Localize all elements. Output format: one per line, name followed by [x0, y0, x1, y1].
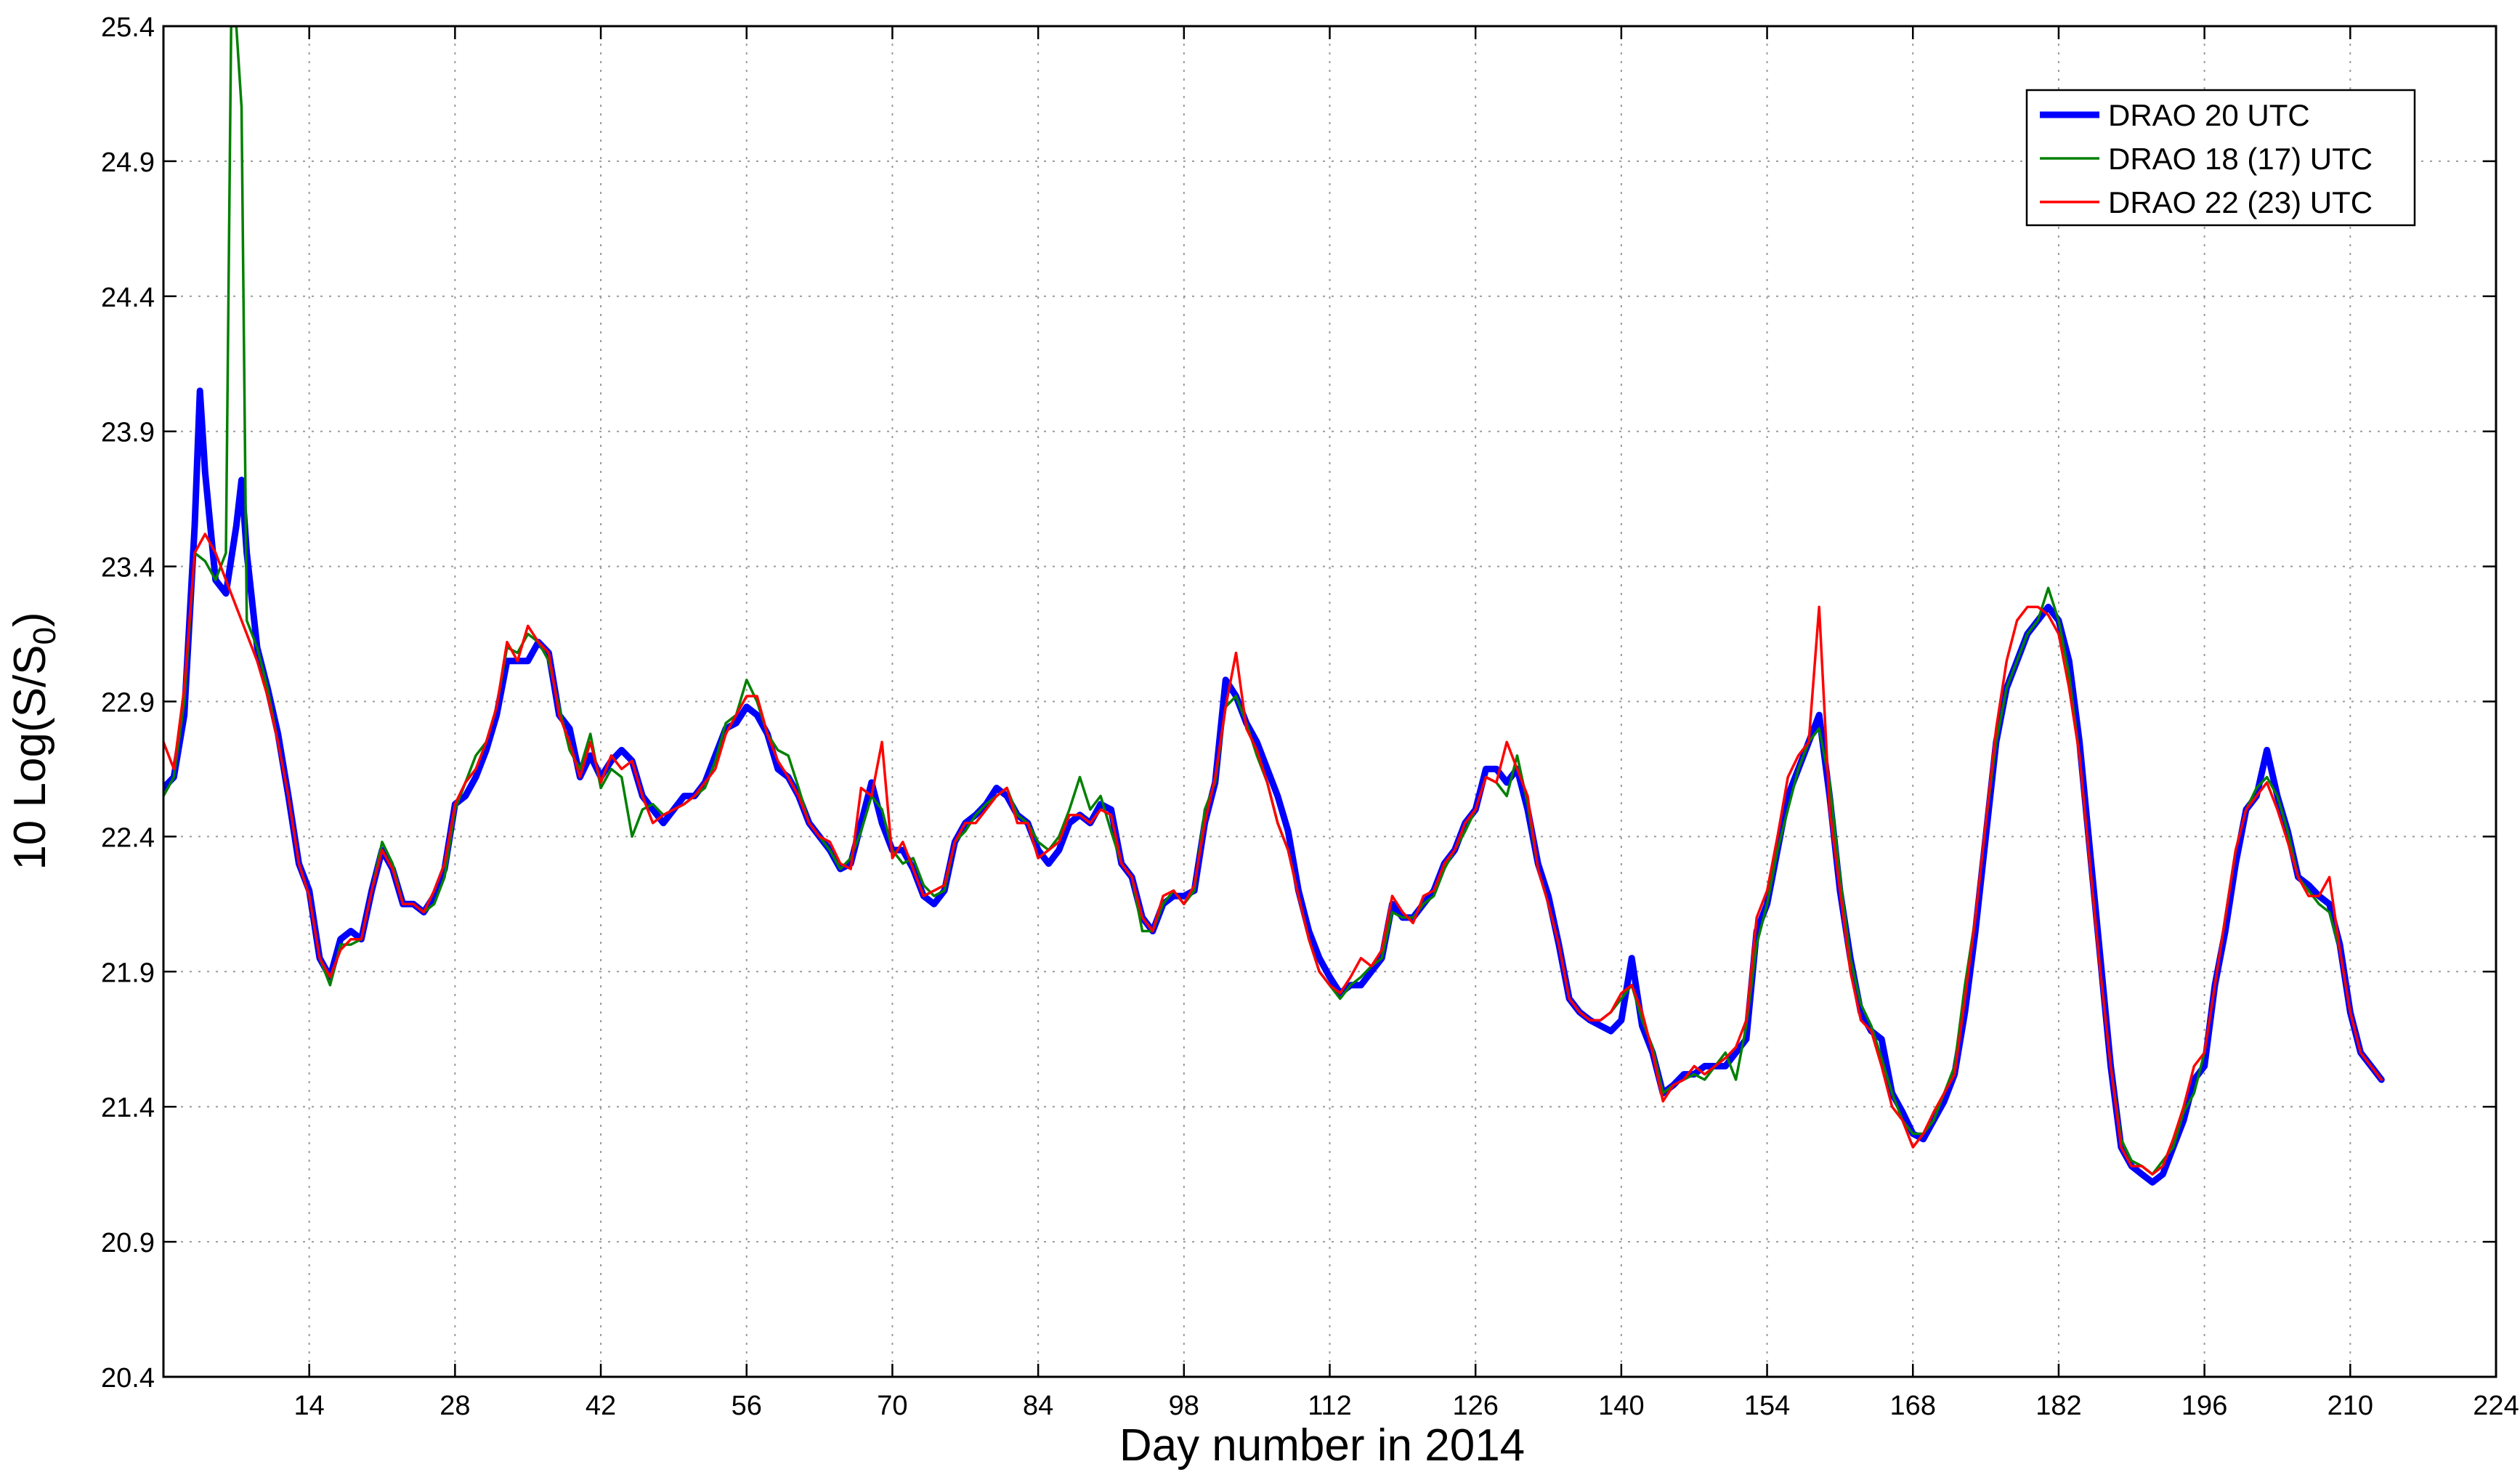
legend-label-drao-20-utc: DRAO 20 UTC — [2108, 98, 2310, 132]
y-tick-label: 22.9 — [101, 688, 155, 719]
x-tick-label: 126 — [1452, 1391, 1498, 1421]
series-group — [163, 26, 2385, 1186]
x-tick-label: 168 — [1890, 1391, 1936, 1421]
y-tick-label: 23.9 — [101, 418, 155, 448]
y-tick-label: 20.9 — [101, 1228, 155, 1258]
y-tick-label: 21.9 — [101, 958, 155, 988]
y-tick-label: 22.4 — [101, 822, 155, 853]
grid — [163, 26, 2496, 1377]
x-tick-label: 140 — [1598, 1391, 1644, 1421]
legend: DRAO 20 UTC DRAO 18 (17) UTC DRAO 22 (23… — [2025, 89, 2416, 227]
x-axis-tick-labels: 14 28 42 56 70 84 98 112 126 140 154 168 182 196 210 22… — [294, 1391, 2519, 1421]
y-axis-label-close: ) — [5, 612, 55, 627]
y-axis-label: 10 Log(S/S0) — [5, 612, 62, 870]
legend-label-drao-18-utc: DRAO 18 (17) UTC — [2108, 142, 2373, 176]
y-axis-tick-labels: 20.4 20.9 21.4 21.9 22.4 22.9 23.4 23.9 24.4 24.9… — [101, 12, 155, 1394]
x-tick-label: 28 — [439, 1391, 470, 1421]
x-axis-label: Day number in 2014 — [1119, 1420, 1525, 1471]
x-tick-label: 196 — [2181, 1391, 2227, 1421]
y-tick-label: 24.4 — [101, 283, 155, 313]
x-tick-label: 14 — [294, 1391, 325, 1421]
x-tick-label: 210 — [2327, 1391, 2373, 1421]
y-tick-label: 21.4 — [101, 1093, 155, 1123]
y-tick-label: 24.9 — [101, 147, 155, 178]
x-tick-label: 56 — [732, 1391, 762, 1421]
y-tick-label: 20.4 — [101, 1363, 155, 1394]
axis-ticks — [163, 25, 2497, 1378]
x-tick-label: 182 — [2035, 1391, 2081, 1421]
y-axis-label-subscript: 0 — [27, 627, 62, 644]
x-tick-label: 224 — [2473, 1391, 2519, 1421]
x-tick-label: 154 — [1744, 1391, 1790, 1421]
y-tick-label: 23.4 — [101, 553, 155, 583]
x-tick-label: 42 — [586, 1391, 616, 1421]
y-axis-label-main: 10 Log(S/S — [5, 644, 55, 870]
x-tick-label: 70 — [877, 1391, 907, 1421]
series-line-drao-22-23-utc — [163, 533, 2383, 1176]
y-tick-label: 25.4 — [101, 12, 155, 43]
x-tick-label: 84 — [1023, 1391, 1053, 1421]
legend-label-drao-22-utc: DRAO 22 (23) UTC — [2108, 185, 2373, 219]
x-tick-label: 98 — [1169, 1391, 1199, 1421]
x-tick-label: 112 — [1308, 1391, 1352, 1421]
